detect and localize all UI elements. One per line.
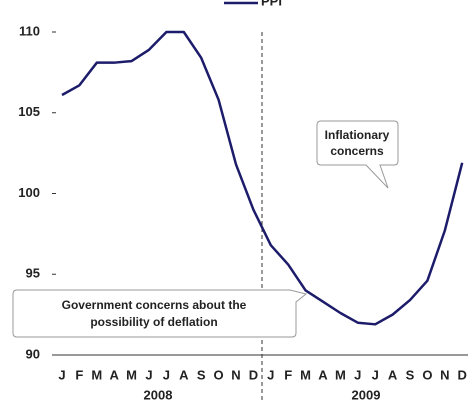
x-group-label: 2008: [144, 387, 173, 402]
y-tick-label: 100: [18, 185, 40, 200]
x-group-label: 2009: [352, 387, 381, 402]
y-tick-label: 105: [18, 104, 40, 119]
y-tick-label: 95: [26, 266, 40, 281]
y-tick-label: 110: [19, 23, 40, 38]
x-tick-label: M: [91, 367, 102, 382]
x-tick-label: J: [267, 367, 274, 382]
x-tick-label: F: [284, 367, 292, 382]
x-tick-label: A: [179, 367, 189, 382]
y-tick-label: 90: [26, 346, 40, 361]
x-tick-label: D: [458, 367, 467, 382]
x-tick-label: J: [163, 367, 170, 382]
callout-box: [316, 120, 399, 189]
x-tick-label: A: [318, 367, 328, 382]
x-tick-label: M: [335, 367, 346, 382]
x-tick-label: J: [354, 367, 361, 382]
x-tick-label: N: [231, 367, 240, 382]
annotation: Inflationary: [325, 128, 390, 142]
x-tick-label: J: [372, 367, 379, 382]
line: [61, 30, 464, 326]
x-tick-label: J: [58, 367, 65, 382]
x-tick-label: O: [214, 367, 224, 382]
annotation: Government concerns about the: [62, 298, 247, 312]
x-tick-label: M: [300, 367, 311, 382]
x-tick-label: D: [249, 367, 258, 382]
x-tick-label: A: [110, 367, 120, 382]
x-tick-label: S: [406, 367, 415, 382]
x-tick-label: F: [75, 367, 83, 382]
x-tick-label: N: [440, 367, 449, 382]
x-tick-label: S: [197, 367, 206, 382]
x-tick-label: A: [388, 367, 398, 382]
legend-label: PPI: [261, 0, 282, 8]
x-tick-label: O: [422, 367, 432, 382]
callout-box: [12, 289, 308, 338]
annotation: possibility of deflation: [90, 315, 217, 329]
x-tick-label: J: [145, 367, 152, 382]
x-tick-label: M: [126, 367, 137, 382]
annotation: concerns: [330, 144, 384, 158]
